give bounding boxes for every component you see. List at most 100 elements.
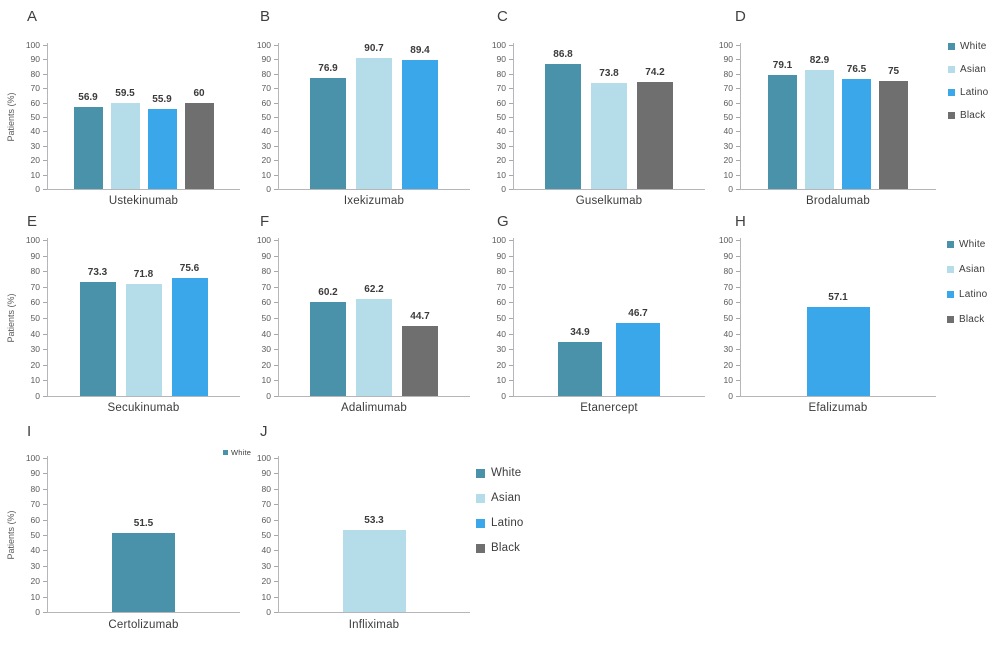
y-axis-line (278, 238, 279, 396)
y-tick-mark (509, 364, 513, 366)
y-tick-mark (43, 612, 47, 613)
x-category-label: Ustekinumab (108, 195, 179, 207)
y-tick-label: 50 (261, 530, 271, 540)
y-axis-line (47, 238, 48, 396)
y-tick-mark (736, 145, 740, 147)
y-tick-mark (43, 131, 47, 133)
x-axis-line (47, 396, 240, 397)
y-tick-label: 90 (261, 54, 271, 65)
y-tick-label: 100 (718, 235, 733, 245)
x-axis-line (278, 396, 470, 397)
legend-item-latino: Latino (948, 87, 988, 98)
y-tick-label: 30 (30, 140, 40, 151)
y-tick-label: 0 (501, 391, 506, 401)
y-tick-mark (274, 189, 278, 190)
y-tick-mark (43, 581, 47, 583)
y-tick-label: 30 (30, 560, 40, 571)
y-tick-mark (509, 318, 513, 319)
y-tick-mark (43, 45, 47, 46)
y-tick-mark (509, 117, 513, 118)
bar-asian (125, 283, 162, 396)
y-tick-label: 0 (266, 607, 271, 617)
bar-value-label: 53.3 (364, 514, 384, 526)
y-tick-label: 100 (256, 453, 271, 463)
y-tick-mark (43, 364, 47, 366)
y-tick-label: 10 (261, 169, 271, 180)
y-tick-mark (43, 271, 47, 273)
legend-label: White (959, 239, 986, 250)
y-tick-mark (736, 318, 740, 319)
y-tick-mark (736, 102, 740, 104)
y-axis-line (278, 456, 279, 612)
x-category-label: Infliximab (348, 619, 400, 631)
bar-value-label: 75 (887, 66, 900, 77)
y-tick-mark (274, 88, 278, 90)
y-tick-label: 90 (30, 54, 40, 65)
y-tick-label: 50 (261, 112, 271, 122)
y-tick-label: 70 (496, 281, 506, 292)
y-tick-label: 90 (723, 54, 733, 65)
bar-value-label: 74.2 (645, 67, 665, 79)
bar-white (545, 64, 581, 189)
bar-latino (806, 306, 870, 396)
y-tick-label: 100 (25, 453, 40, 463)
y-tick-label: 50 (261, 313, 271, 323)
y-tick-label: 60 (723, 97, 733, 108)
legend-label: Latino (491, 517, 524, 529)
y-tick-label: 60 (261, 514, 271, 525)
y-tick-mark (274, 458, 278, 459)
y-tick-mark (274, 117, 278, 118)
y-tick-mark (736, 73, 740, 75)
y-tick-mark (509, 333, 513, 335)
x-category-label: Ixekizumab (343, 195, 405, 207)
bar-value-label: 46.7 (628, 308, 648, 320)
y-tick-label: 30 (30, 344, 40, 355)
y-tick-mark (274, 160, 278, 162)
legend-item-latino: Latino (476, 517, 524, 529)
y-tick-label: 50 (30, 530, 40, 540)
y-tick-label: 20 (496, 155, 506, 166)
bar-value-label: 89.4 (410, 45, 430, 57)
y-tick-mark (736, 302, 740, 304)
y-tick-label: 10 (30, 375, 40, 386)
bar-asian (110, 103, 140, 189)
y-tick-label: 20 (30, 155, 40, 166)
bar-value-label: 79.1 (772, 60, 793, 72)
y-tick-mark (736, 59, 740, 61)
legend-item-white: White (947, 239, 986, 250)
y-tick-mark (509, 102, 513, 104)
y-tick-label: 40 (496, 126, 506, 137)
bar-black (184, 102, 214, 189)
y-tick-mark (274, 240, 278, 241)
bar-asian (342, 529, 406, 612)
y-tick-label: 60 (496, 97, 506, 108)
y-tick-mark (736, 117, 740, 118)
bar-white (768, 75, 797, 189)
legend-item-asian: Asian (948, 64, 986, 75)
y-tick-mark (736, 333, 740, 335)
bar-black (402, 326, 438, 396)
bar-asian (356, 58, 392, 189)
y-tick-label: 90 (261, 250, 271, 261)
legend-label: Black (960, 110, 986, 121)
bar-value-label: 75.6 (179, 263, 200, 275)
y-tick-mark (43, 396, 47, 397)
y-tick-label: 10 (261, 375, 271, 386)
x-category-label: Brodalumab (805, 195, 870, 207)
y-tick-mark (736, 364, 740, 366)
legend-label: Latino (959, 289, 988, 300)
y-tick-mark (43, 519, 47, 521)
y-tick-mark (274, 73, 278, 75)
y-tick-label: 30 (261, 344, 271, 355)
bar-asian (356, 298, 392, 396)
y-tick-label: 30 (496, 140, 506, 151)
y-tick-label: 30 (261, 140, 271, 151)
y-tick-label: 90 (496, 250, 506, 261)
bar-value-label: 82.9 (809, 54, 830, 66)
y-tick-mark (509, 45, 513, 46)
y-tick-mark (736, 240, 740, 241)
x-category-label: Efalizumab (808, 402, 868, 414)
y-tick-mark (509, 349, 513, 351)
legend-item-latino: Latino (947, 289, 987, 300)
